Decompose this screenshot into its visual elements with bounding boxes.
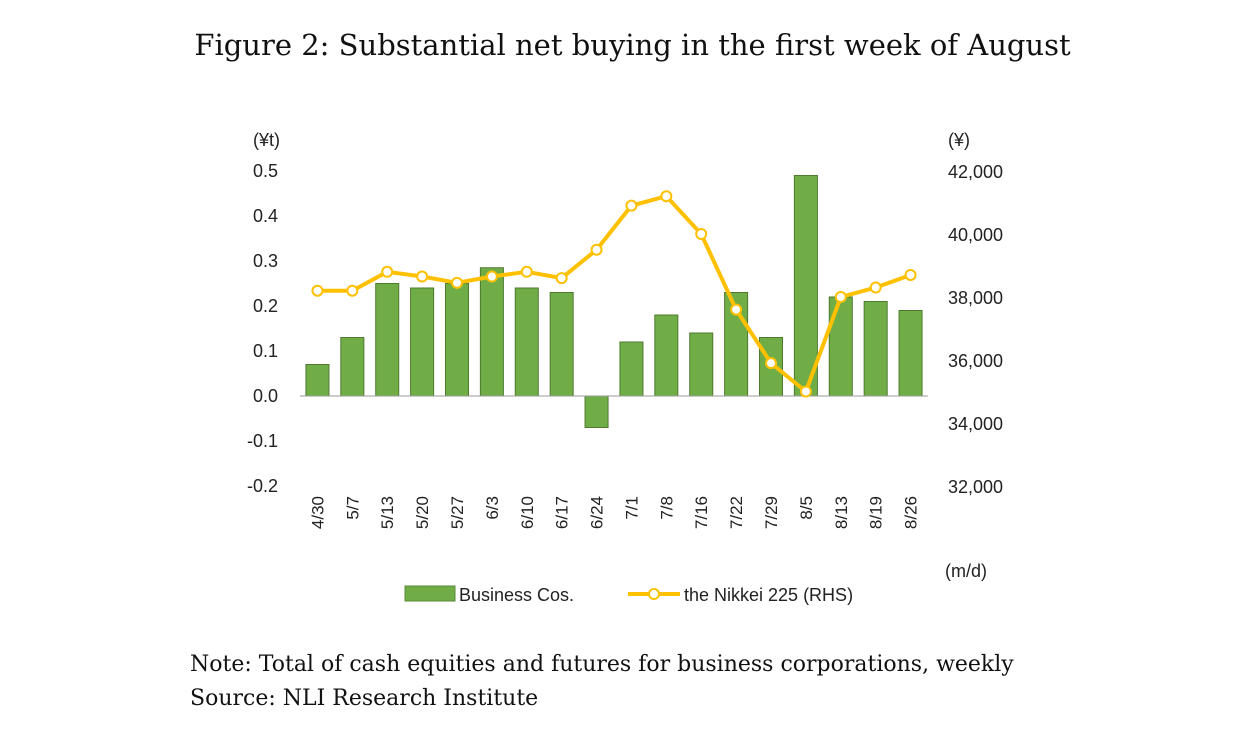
bar-5-27: [444, 283, 470, 397]
x-tick-label: 7/16: [692, 496, 711, 529]
x-tick-label: 6/24: [588, 496, 607, 529]
y-right-ticks: 42,000 40,000 38,000 36,000 34,000 32,000: [948, 162, 1003, 497]
x-tick-label: 5/7: [343, 496, 362, 520]
x-tick-labels: 4/30 5/7 5/13 5/20 5/27 6/3 6/10 6/17 6/24 7/1 7/8…: [308, 496, 920, 529]
legend: Business Cos. the Nikkei 225 (RHS): [404, 585, 853, 605]
y-left-ticks: 0.5 0.4 0.3 0.2 0.1 0.0 -0.1 -0.2: [247, 161, 278, 496]
y-left-tick-label: 0.1: [253, 341, 278, 361]
bar-7-8: [654, 314, 679, 397]
y-left-tick-label: 0.3: [253, 251, 278, 271]
bar-4-30: [305, 364, 330, 397]
legend-label-nikkei: the Nikkei 225 (RHS): [684, 585, 853, 605]
y-left-tick-label: 0.5: [253, 161, 278, 181]
nikkei-point-7-8: [660, 190, 673, 203]
bar-6-24: [584, 395, 609, 428]
x-tick-label: 5/20: [413, 496, 432, 529]
nikkei-point-5-13: [381, 265, 394, 278]
nikkei-point-8-26: [904, 268, 917, 281]
nikkei-line: [317, 194, 912, 394]
bar-6-3: [479, 267, 504, 397]
x-tick-label: 5/13: [378, 496, 397, 529]
nikkei-point-5-20: [416, 270, 429, 283]
figure-source: Source: NLI Research Institute: [190, 686, 539, 711]
bar-8-13: [828, 296, 853, 397]
legend-label-business-cos: Business Cos.: [459, 585, 574, 605]
bar-series: [305, 175, 923, 428]
line-series: [311, 190, 917, 398]
x-axis-label: (m/d): [945, 561, 987, 581]
y-left-tick-label: -0.2: [247, 476, 278, 496]
x-tick-label: 7/22: [727, 496, 746, 529]
x-tick-label: 6/3: [483, 496, 502, 520]
nikkei-point-6-17: [555, 272, 568, 285]
nikkei-point-8-13: [834, 291, 847, 303]
nikkei-point-7-29: [765, 357, 777, 370]
x-tick-label: 6/17: [553, 496, 572, 529]
nikkei-point-7-22: [730, 303, 743, 316]
y-right-axis-label: (¥): [948, 130, 970, 150]
y-right-tick-label: 42,000: [948, 162, 1003, 182]
x-tick-label: 8/19: [867, 496, 886, 529]
figure-title: Figure 2: Substantial net buying in the …: [194, 28, 1071, 62]
bar-7-16: [689, 332, 714, 397]
y-right-tick-label: 32,000: [948, 477, 1003, 497]
bar-6-17: [549, 292, 574, 397]
x-tick-label: 7/1: [622, 496, 641, 520]
nikkei-point-7-16: [695, 228, 708, 240]
x-tick-label: 7/29: [762, 496, 781, 529]
x-tick-label: 8/26: [902, 496, 921, 529]
figure-note: Note: Total of cash equities and futures…: [190, 652, 1014, 677]
y-right-tick-label: 34,000: [948, 414, 1003, 434]
y-left-tick-label: 0.0: [253, 386, 278, 406]
x-tick-label: 4/30: [308, 496, 327, 529]
nikkei-point-5-27: [451, 276, 463, 289]
bar-5-13: [375, 283, 400, 397]
nikkei-point-4-30: [311, 284, 324, 297]
nikkei-point-6-24: [590, 243, 603, 256]
y-left-tick-label: 0.2: [253, 296, 278, 316]
bar-5-20: [410, 287, 435, 397]
nikkei-point-6-10: [520, 265, 533, 278]
x-tick-label: 7/8: [657, 496, 676, 520]
y-left-axis-label: (¥t): [253, 130, 280, 150]
y-right-tick-label: 40,000: [948, 225, 1003, 245]
nikkei-point-7-1: [625, 199, 638, 212]
x-tick-label: 5/27: [448, 496, 467, 529]
y-left-tick-label: -0.1: [247, 431, 278, 451]
nikkei-point-8-19: [869, 281, 882, 294]
nikkei-point-8-5: [799, 385, 812, 398]
nikkei-point-6-3: [485, 270, 498, 283]
x-tick-label: 6/10: [518, 496, 537, 529]
y-left-tick-label: 0.4: [253, 206, 278, 226]
bar-5-7: [340, 337, 365, 397]
x-tick-label: 8/5: [797, 496, 816, 520]
bar-7-1: [619, 341, 644, 397]
legend-line-marker: [648, 588, 660, 600]
x-tick-label: 8/13: [832, 496, 851, 529]
nikkei-point-5-7: [346, 284, 359, 297]
legend-bar-swatch: [404, 585, 456, 602]
bar-8-26: [898, 310, 923, 397]
bar-8-5: [793, 175, 818, 397]
y-right-tick-label: 38,000: [948, 288, 1003, 308]
bar-8-19: [863, 301, 888, 397]
bar-6-10: [514, 287, 539, 397]
y-right-tick-label: 36,000: [948, 351, 1003, 371]
